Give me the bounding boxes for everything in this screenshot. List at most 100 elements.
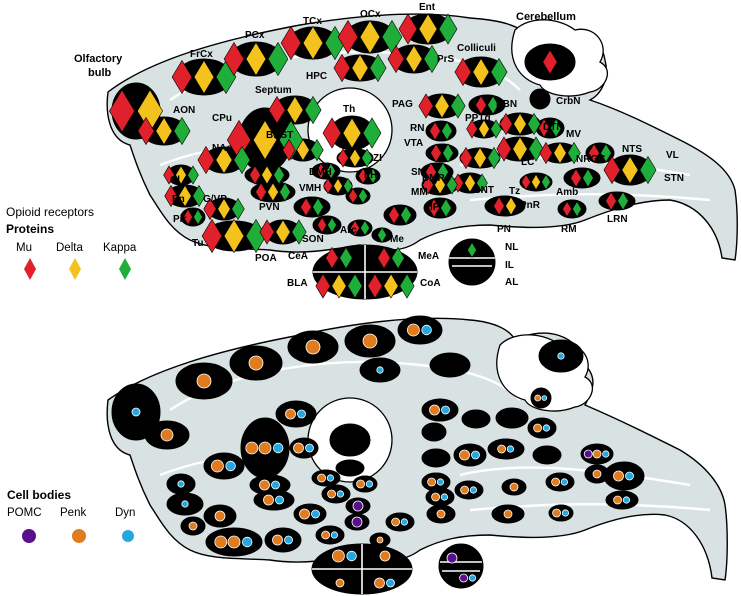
delta-diamond-icon bbox=[223, 218, 245, 254]
delta-diamond-icon bbox=[351, 53, 369, 83]
dyn-dot-icon bbox=[326, 474, 334, 482]
receptor-diamonds bbox=[109, 13, 657, 299]
label-pptg: PPTg bbox=[465, 113, 491, 124]
delta-diamond-icon bbox=[275, 219, 291, 245]
dyn-dot-icon bbox=[177, 480, 185, 488]
legend-receptors-title: Opioid receptors bbox=[6, 205, 94, 219]
dyn-dot-icon bbox=[376, 366, 384, 374]
kappa-diamond-icon bbox=[441, 121, 453, 141]
dyn-dot-icon bbox=[506, 445, 514, 453]
dyn-dot-icon bbox=[284, 535, 293, 545]
lrn-nucleus-b bbox=[605, 490, 639, 510]
penk-dot-icon bbox=[210, 459, 224, 473]
kappa-diamond-icon bbox=[312, 197, 324, 217]
penk-dot-icon bbox=[259, 479, 270, 491]
penk-dot-icon bbox=[196, 373, 212, 389]
pag-nucleus-b bbox=[421, 398, 459, 422]
label-sn: SN bbox=[411, 167, 425, 178]
dyn-dot-icon bbox=[297, 409, 306, 419]
pituitary-nucleus bbox=[448, 238, 496, 286]
legend-kappa-label: Kappa bbox=[103, 242, 137, 254]
mu-diamond-icon bbox=[466, 119, 478, 139]
dyn-dot-icon bbox=[622, 496, 631, 504]
dyn-dot-icon bbox=[386, 578, 395, 588]
penk-dot-icon bbox=[429, 404, 440, 416]
penk-dot-icon bbox=[317, 473, 327, 483]
label-rm: RM bbox=[561, 224, 577, 235]
penk-dot-icon bbox=[552, 508, 561, 518]
dyn-dot-icon bbox=[275, 495, 284, 505]
delta-diamond-icon bbox=[155, 116, 173, 146]
penk-dot-icon bbox=[263, 494, 274, 506]
label-nts: NTS bbox=[622, 144, 642, 155]
penk-dot-icon bbox=[285, 408, 296, 420]
penk-dot-icon bbox=[258, 441, 272, 455]
mu-diamond-icon bbox=[358, 167, 368, 185]
kappa-diamond-icon bbox=[187, 165, 199, 185]
label-vta: VTA bbox=[404, 138, 423, 149]
label-me: Me bbox=[390, 234, 404, 245]
lc2-nucleus-b bbox=[532, 445, 562, 465]
label-prs: PrS bbox=[437, 54, 455, 65]
delta-diamond-icon bbox=[472, 57, 490, 87]
kappa-diamond-icon bbox=[567, 141, 581, 165]
dyn-dot-icon bbox=[181, 500, 189, 508]
mu-diamond-icon bbox=[300, 197, 312, 217]
nts-nucleus-b bbox=[603, 461, 645, 491]
penk-dot-icon bbox=[406, 323, 420, 337]
mu-diamond-icon bbox=[316, 162, 326, 180]
penk-dot-icon bbox=[327, 489, 337, 499]
dyn-dot-icon bbox=[557, 352, 565, 360]
nac-nucleus-b bbox=[203, 452, 245, 480]
label-lc: LC bbox=[521, 157, 534, 168]
mu-diamond-icon bbox=[350, 219, 360, 237]
legend-opioid-receptors: Opioid receptors Proteins Mu Delta Kappa bbox=[6, 205, 137, 280]
label-pag: PAG bbox=[392, 99, 413, 110]
penk-dot-icon bbox=[362, 333, 378, 349]
mu-diamond-icon bbox=[280, 25, 302, 61]
kappa-diamond-icon bbox=[487, 95, 499, 115]
purple-dot-icon bbox=[22, 529, 36, 543]
mu-diamond-icon bbox=[430, 143, 442, 163]
legend-proteins-heading: Proteins bbox=[6, 222, 54, 236]
delta-diamond-icon bbox=[553, 141, 567, 165]
dyn-dot-icon bbox=[471, 450, 480, 460]
label-gvp: G/VP bbox=[203, 194, 227, 205]
kappa-diamond-icon bbox=[368, 167, 378, 185]
label-son: SON bbox=[302, 234, 324, 245]
mu-diamond-icon bbox=[203, 197, 217, 221]
penk-dot-icon bbox=[379, 550, 391, 562]
mu-diamond-icon bbox=[337, 148, 349, 168]
kappa-diamond-icon bbox=[617, 191, 629, 211]
label-vl: VL bbox=[666, 150, 679, 161]
dyn-dot-icon bbox=[346, 550, 357, 562]
dyn-dot-icon bbox=[625, 471, 634, 481]
legend-cell-bodies: Cell bodies POMC Penk Dyn bbox=[7, 488, 135, 543]
brain-outline-bottom bbox=[106, 317, 728, 581]
penk-dot-icon bbox=[356, 479, 366, 489]
mu-diamond-icon bbox=[377, 246, 391, 270]
kappa-diamond-icon bbox=[391, 246, 405, 270]
delta-diamond-icon bbox=[245, 41, 267, 77]
penk-dot-icon bbox=[160, 428, 174, 442]
delta-diamond-icon bbox=[434, 93, 450, 119]
penk-dot-icon bbox=[613, 495, 622, 505]
label-bla: BLA bbox=[287, 278, 308, 289]
kappa-diamond-icon bbox=[400, 205, 412, 225]
delta-diamond-icon bbox=[505, 196, 517, 216]
delta-diamond-icon bbox=[478, 119, 490, 139]
label-ocx: OCx bbox=[360, 9, 381, 20]
mu-diamond-icon bbox=[388, 205, 400, 225]
mu-diamond-icon bbox=[459, 146, 473, 170]
vmh-lateral-nucleus-b bbox=[253, 489, 295, 511]
mv-nucleus-b bbox=[527, 417, 557, 439]
kappa-diamond-icon bbox=[279, 182, 291, 202]
label-hpc: HPC bbox=[306, 71, 327, 82]
red-diamond-icon bbox=[24, 258, 36, 280]
label-crbn: CrbN bbox=[556, 96, 580, 107]
label-en: En bbox=[172, 194, 185, 205]
cell-body-dots bbox=[131, 323, 634, 589]
penk-dot-icon bbox=[509, 482, 519, 492]
label-nrgc: NRGC bbox=[576, 154, 605, 165]
